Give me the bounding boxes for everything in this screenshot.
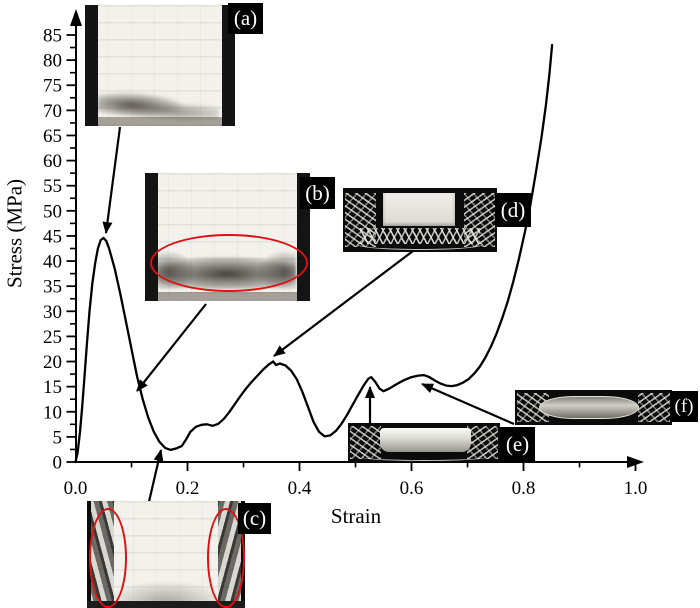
- stress-strain-curve: [74, 43, 554, 464]
- inset-label-b: (b): [300, 177, 335, 209]
- bottom-contact-band: [98, 117, 222, 126]
- tick-label: 1.0: [624, 478, 648, 499]
- tick-label: 30: [43, 302, 62, 323]
- bottom-contact-band: [158, 292, 297, 301]
- tick-label: 20: [43, 352, 62, 373]
- x-axis-title: Strain: [330, 504, 382, 528]
- tick-label: 50: [43, 201, 62, 222]
- tick-label: 35: [43, 277, 62, 298]
- tick-label: 45: [43, 226, 62, 247]
- tick-label: 0: [53, 453, 63, 474]
- inset-label-e: (e): [500, 427, 535, 461]
- bottom-contact-band: [87, 601, 245, 608]
- highlight-ellipse: [89, 508, 127, 608]
- base-outline: [356, 239, 484, 251]
- tick-label: 25: [43, 327, 62, 348]
- arrow-to-curve-a: [102, 126, 122, 234]
- tick-label: 0.0: [64, 478, 88, 499]
- platen-edge: [145, 173, 158, 301]
- tick-label: 80: [43, 51, 62, 72]
- compacted-core: [379, 428, 472, 452]
- inset-photo-e: [348, 423, 500, 462]
- tick-label: 85: [43, 26, 62, 47]
- tick-label: 60: [43, 151, 62, 172]
- sagging-band: [113, 572, 219, 602]
- y-axis-title: Stress (MPa): [2, 178, 27, 289]
- base-outline: [361, 453, 487, 461]
- inset-photo-d: [343, 188, 497, 252]
- ticks-and-labels: 0.0 0.2 0.4 0.6 0.8 1.0 0 5 10 15 20 25 30 35 40 45 50 55…: [43, 26, 647, 500]
- tick-label: 0.4: [288, 478, 312, 499]
- annotation-arrows: [102, 126, 515, 507]
- inset-photo-a: [85, 5, 235, 126]
- inset-label-c: (c): [238, 503, 271, 534]
- y-axis-arrowhead-icon: [70, 9, 82, 26]
- tick-label: 10: [43, 402, 62, 423]
- arrow-to-curve-c: [146, 449, 164, 507]
- platen-edge: [85, 5, 98, 126]
- tick-label: 75: [43, 76, 62, 97]
- crumpled-face-right: [467, 426, 498, 459]
- platen-edge: [222, 5, 235, 126]
- tick-label: 70: [43, 101, 62, 122]
- inset-photo-b: [145, 173, 310, 301]
- arrow-to-curve-d: [273, 250, 414, 357]
- arrow-to-curve-b: [136, 303, 207, 392]
- crumpled-face-right: [638, 392, 670, 423]
- highlight-ellipse: [150, 234, 308, 292]
- inset-label-f: (f): [670, 391, 698, 422]
- arrow-to-curve-f: [421, 382, 515, 426]
- uncrushed-core: [383, 193, 456, 227]
- inset-label-a: (a): [228, 3, 263, 34]
- highlight-ellipse: [207, 508, 245, 608]
- inset-label-d: (d): [495, 193, 531, 227]
- tick-label: 5: [53, 427, 63, 448]
- tick-label: 15: [43, 377, 62, 398]
- densified-core: [538, 396, 640, 419]
- inset-photo-f: [515, 390, 672, 425]
- tick-label: 0.8: [512, 478, 536, 499]
- tick-label: 65: [43, 126, 62, 147]
- tick-label: 0.6: [400, 478, 424, 499]
- tick-label: 0.2: [176, 478, 200, 499]
- tick-label: 55: [43, 176, 62, 197]
- tick-label: 40: [43, 252, 62, 273]
- inset-photo-c: [87, 501, 245, 608]
